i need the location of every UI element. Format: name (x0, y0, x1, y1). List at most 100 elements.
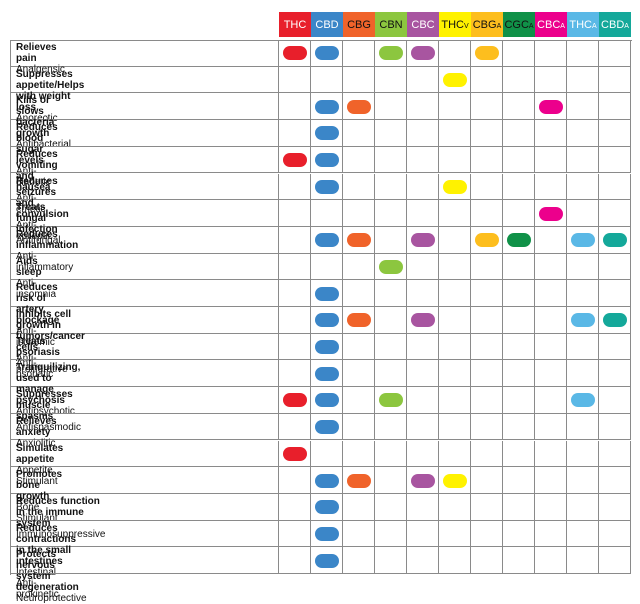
table-cell (375, 360, 407, 388)
table-cell (599, 226, 631, 254)
table-cell (535, 360, 567, 388)
table-cell (439, 360, 471, 388)
table-cell (535, 226, 567, 254)
table-cell (439, 413, 471, 441)
benefit-title: Treats fungal infection (16, 202, 58, 236)
table-cell (279, 146, 311, 174)
pill-marker-cbd (315, 286, 339, 301)
table-cell (311, 226, 343, 254)
pill-marker-cbd (315, 553, 339, 568)
table-cell (311, 66, 343, 94)
table-cell (535, 200, 567, 227)
column-header-label: THC (283, 18, 307, 31)
table-cell (599, 440, 631, 468)
table-cell (375, 40, 407, 67)
table-row-label: Kills or slows bacteria growth Antibacter… (16, 95, 71, 150)
table-cell (599, 413, 631, 441)
table-cell (343, 360, 375, 388)
table-cell (599, 253, 631, 281)
table-cell (375, 387, 407, 414)
table-cell (279, 360, 311, 388)
table-cell (311, 307, 343, 334)
table-row-label: Inhibits cell growth in tumors/cancer ce… (16, 309, 85, 375)
pill-marker-thca (571, 393, 595, 408)
column-header-cbc: CBC (407, 12, 439, 37)
table-cell (567, 40, 599, 67)
column-header-subscript: A (624, 23, 629, 30)
table-cell (311, 200, 343, 227)
benefit-title: Relieves pain (16, 42, 57, 64)
column-header-cbda: CBD A (599, 12, 631, 37)
table-cell (375, 66, 407, 94)
table-cell (471, 440, 503, 468)
table-cell (535, 547, 567, 574)
table-cell (279, 307, 311, 334)
table-row-label: Suppresses muscle spasms Antispasmodic (16, 389, 81, 433)
table-cell (375, 467, 407, 494)
table-row-label-cell (10, 387, 279, 414)
table-cell (503, 360, 535, 388)
table-cell (567, 226, 599, 254)
benefit-subtitle: Anxiolitic (16, 437, 56, 449)
pill-marker-cbg (347, 473, 371, 488)
table-cell (375, 280, 407, 307)
table-row-label: Treats fungal infection Antifungal (16, 202, 60, 246)
table-cell (407, 360, 439, 388)
table-cell (407, 253, 439, 281)
table-cell (407, 40, 439, 67)
table-row-label-cell (10, 360, 279, 388)
table-cell (599, 360, 631, 388)
table-row-label: Reduces risk of artery blockage Anti-isch… (16, 282, 59, 348)
pill-marker-cbd (315, 233, 339, 248)
table-row-label-cell (10, 66, 279, 94)
table-cell (567, 66, 599, 94)
benefit-subtitle: Anti-epileptic (16, 219, 53, 242)
table-frame (10, 40, 632, 575)
table-cell (439, 66, 471, 94)
table-cell (279, 333, 311, 361)
benefit-subtitle: Anti-insomnia (16, 277, 57, 300)
table-cell (503, 280, 535, 307)
table-cell (535, 387, 567, 414)
pill-marker-cbn (379, 46, 403, 61)
pill-marker-thc (283, 446, 307, 461)
table-row-label-cell (10, 493, 279, 521)
pill-marker-cbca (539, 99, 563, 114)
table-cell (535, 520, 567, 548)
table-cell (279, 66, 311, 94)
table-cell (471, 66, 503, 94)
benefit-subtitle: Anti-ischemic (16, 326, 55, 349)
benefit-title: Treats psoriasis (16, 335, 60, 358)
table-cell (503, 307, 535, 334)
benefit-title: Aids sleep (16, 255, 42, 278)
pill-marker-cbd (315, 99, 339, 114)
table-cell (343, 253, 375, 281)
column-header-label: CGC (504, 18, 529, 31)
table-cell (567, 493, 599, 521)
table-cell (279, 40, 311, 67)
table-cell (471, 307, 503, 334)
benefit-subtitle: Anti-diabetic (16, 166, 51, 189)
pill-marker-cbd (315, 179, 339, 194)
table-row-label-cell (10, 333, 279, 361)
table-cell (279, 120, 311, 147)
table-cell (311, 280, 343, 307)
benefit-title: Reduces risk of artery blockage (16, 282, 60, 327)
table-cell (343, 66, 375, 94)
table-row-label-cell (10, 146, 279, 174)
table-cell (535, 467, 567, 494)
table-cell (439, 226, 471, 254)
table-cell (375, 93, 407, 121)
benefit-title: Reduces contractions in the small intest… (16, 522, 77, 567)
table-cell (375, 413, 407, 441)
table-cell (535, 333, 567, 361)
table-cell (599, 520, 631, 548)
table-cell (471, 360, 503, 388)
table-cell (471, 173, 503, 201)
table-cell (343, 280, 375, 307)
table-cell (599, 467, 631, 494)
table-cell (311, 253, 343, 281)
table-cell (567, 173, 599, 201)
table-cell (407, 120, 439, 147)
table-cell (471, 413, 503, 441)
